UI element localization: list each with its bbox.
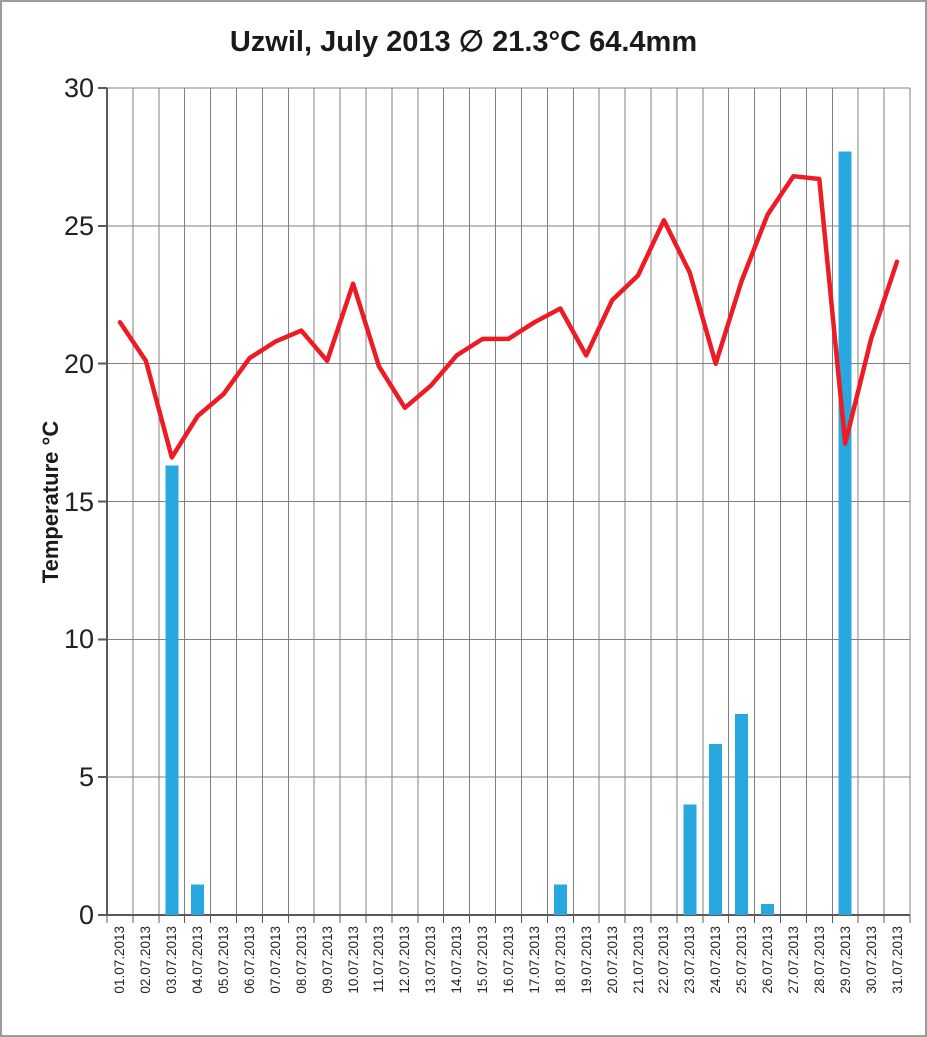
x-axis-tick-label: 28.07.2013 bbox=[811, 926, 827, 994]
x-axis-tick-label: 19.07.2013 bbox=[578, 926, 594, 994]
x-axis-tick-label: 25.07.2013 bbox=[734, 926, 750, 994]
y-axis-tick-label: 5 bbox=[78, 762, 94, 793]
y-axis-tick-label: 30 bbox=[63, 73, 94, 103]
x-axis-tick-label: 30.07.2013 bbox=[863, 926, 879, 994]
precipitation-bars bbox=[165, 151, 852, 915]
axes bbox=[98, 87, 911, 923]
x-axis-tick-label: 01.07.2013 bbox=[112, 926, 128, 994]
x-axis-tick-label: 22.07.2013 bbox=[656, 926, 672, 994]
precipitation-bar bbox=[761, 904, 774, 915]
y-axis-tick-label: 15 bbox=[63, 486, 94, 517]
x-axis-tick-label: 20.07.2013 bbox=[604, 926, 620, 994]
x-axis-tick-label: 15.07.2013 bbox=[475, 926, 491, 994]
x-axis-tick-label: 23.07.2013 bbox=[682, 926, 698, 994]
x-axis-tick-label: 24.07.2013 bbox=[708, 926, 724, 994]
x-axis-tick-label: 17.07.2013 bbox=[526, 926, 542, 994]
x-axis-tick-label: 14.07.2013 bbox=[449, 926, 465, 994]
x-axis-tick-label: 02.07.2013 bbox=[138, 926, 154, 994]
chart-title: Uzwil, July 2013 ∅ 21.3°C 64.4mm bbox=[229, 26, 698, 58]
x-axis-tick-label: 26.07.2013 bbox=[760, 926, 776, 994]
x-axis-tick-label: 06.07.2013 bbox=[241, 926, 257, 994]
x-axis-tick-label: 05.07.2013 bbox=[216, 926, 232, 994]
x-axis-tick-label: 12.07.2013 bbox=[397, 926, 413, 994]
x-axis-tick-label: 09.07.2013 bbox=[319, 926, 335, 994]
precipitation-bar bbox=[165, 465, 179, 915]
x-axis-tick-label: 11.07.2013 bbox=[371, 926, 387, 993]
precipitation-bar bbox=[735, 713, 749, 915]
y-axis-tick-label: 10 bbox=[63, 624, 94, 655]
precipitation-bar bbox=[709, 744, 723, 915]
x-axis-tick-label: 07.07.2013 bbox=[267, 926, 283, 994]
y-axis-tick-label: 20 bbox=[63, 348, 94, 379]
x-axis-tick-label: 03.07.2013 bbox=[164, 926, 180, 994]
x-axis-tick-label: 21.07.2013 bbox=[630, 926, 646, 994]
horizontal-gridlines bbox=[107, 87, 910, 916]
precipitation-bar bbox=[683, 804, 697, 915]
precipitation-bar bbox=[191, 884, 205, 915]
x-axis-tick-label: 13.07.2013 bbox=[423, 926, 439, 994]
precipitation-bar bbox=[838, 151, 852, 915]
x-axis-tick-label: 27.07.2013 bbox=[785, 926, 801, 994]
x-axis-tick-label: 10.07.2013 bbox=[345, 926, 361, 994]
x-axis-tick-label: 08.07.2013 bbox=[293, 926, 309, 994]
x-axis-tick-label: 16.07.2013 bbox=[501, 926, 516, 994]
x-axis-tick-label: 29.07.2013 bbox=[837, 926, 853, 994]
x-axis-tick-label: 18.07.2013 bbox=[552, 926, 568, 994]
temperature-line bbox=[117, 173, 900, 460]
x-axis-tick-label: 04.07.2013 bbox=[190, 926, 206, 994]
y-axis-tick-label: 0 bbox=[78, 900, 94, 930]
x-axis-tick-label: 31.07.2013 bbox=[889, 926, 905, 994]
y-axis-tick-label: 25 bbox=[63, 210, 94, 241]
precipitation-bar bbox=[553, 884, 567, 915]
